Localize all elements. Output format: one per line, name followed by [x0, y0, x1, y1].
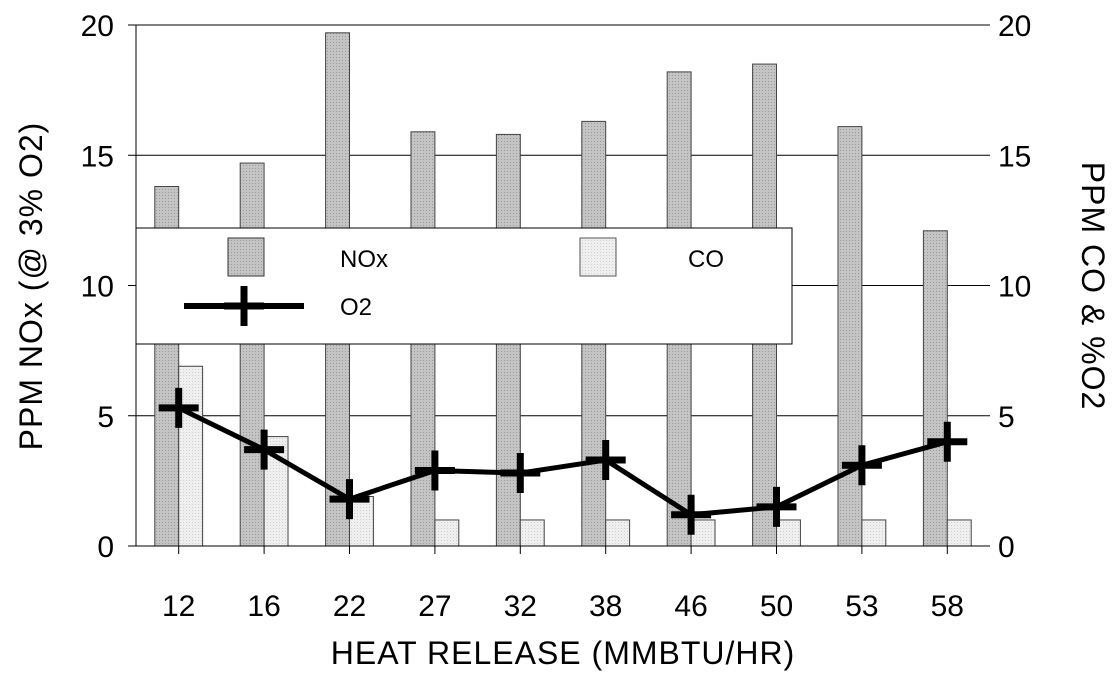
point-o2 — [585, 440, 626, 481]
legend-label-o2: O2 — [340, 294, 372, 321]
x-axis-title: HEAT RELEASE (MMBTU/HR) — [331, 635, 796, 671]
bar-co — [861, 519, 887, 547]
series-line-o2 — [177, 405, 948, 518]
point-o2 — [500, 453, 541, 494]
x-tick-label: 16 — [247, 590, 280, 623]
legend-label-co: CO — [688, 246, 724, 273]
y-tick-label-right: 20 — [998, 10, 1031, 43]
legend-marker-o2 — [224, 286, 264, 326]
bar-nox — [922, 230, 948, 547]
x-tick-label: 27 — [418, 590, 451, 623]
y-tick-label-left: 20 — [81, 10, 114, 43]
bar-co — [605, 519, 631, 547]
tick-labels: 0 5 10 15 20 0 5 10 15 20 12 16 22 27 32 38 46 50 53 58 — [81, 10, 1032, 623]
point-o2 — [841, 445, 882, 486]
point-o2 — [927, 421, 968, 462]
bar-co — [434, 519, 460, 547]
y-tick-label-right: 15 — [998, 140, 1031, 173]
y-tick-label-left: 5 — [97, 401, 114, 434]
y-tick-label-right: 0 — [998, 531, 1015, 564]
legend-label-nox: NOx — [340, 246, 388, 273]
x-tick-label: 46 — [674, 590, 707, 623]
point-o2 — [244, 429, 285, 470]
bar-co — [946, 519, 972, 547]
legend-swatch-co — [579, 237, 617, 277]
o2-line — [158, 387, 968, 535]
bar-co — [178, 365, 204, 547]
y-tick-label-left: 15 — [81, 140, 114, 173]
bar-co — [349, 496, 374, 547]
point-o2 — [756, 486, 797, 527]
y-tick-label-right: 10 — [998, 271, 1031, 304]
bar-co — [776, 519, 801, 547]
point-o2 — [414, 450, 455, 491]
y-tick-label-left: 0 — [97, 531, 114, 564]
point-o2 — [329, 479, 370, 520]
x-tick-label: 53 — [845, 590, 878, 623]
point-o2 — [158, 387, 199, 428]
bar-co — [690, 519, 716, 547]
x-tick-label: 22 — [333, 590, 366, 623]
point-o2 — [671, 494, 712, 535]
x-tick-label: 12 — [162, 590, 195, 623]
bar-nox — [239, 162, 265, 547]
x-tick-label: 58 — [931, 590, 964, 623]
y-axis-title-right: PPM CO & %O2 — [1075, 162, 1111, 411]
x-tick-label: 38 — [589, 590, 622, 623]
y-axis-title-left: PPM NOx (@ 3% O2) — [13, 122, 49, 451]
y-tick-label-left: 10 — [81, 271, 114, 304]
x-tick-label: 32 — [504, 590, 537, 623]
legend-swatch-nox — [227, 237, 265, 277]
legend: NOx CO O2 — [135, 227, 793, 345]
x-tick-label: 50 — [760, 590, 793, 623]
bar-co — [519, 519, 545, 547]
y-tick-label-right: 5 — [998, 401, 1015, 434]
bar-nox — [837, 126, 863, 547]
